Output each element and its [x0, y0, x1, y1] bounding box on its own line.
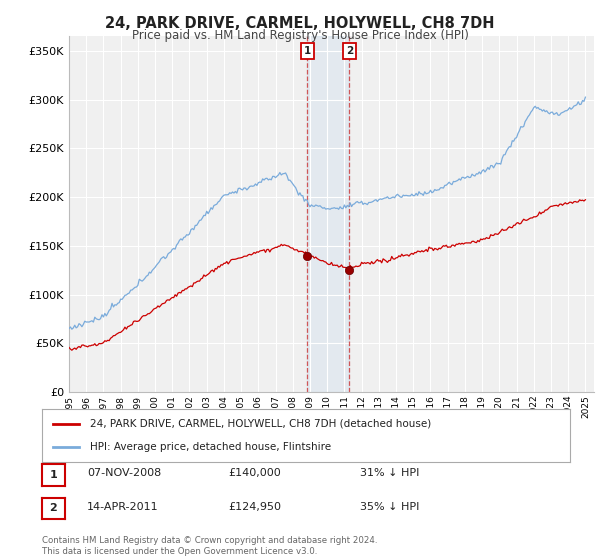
Text: 24, PARK DRIVE, CARMEL, HOLYWELL, CH8 7DH: 24, PARK DRIVE, CARMEL, HOLYWELL, CH8 7D…: [105, 16, 495, 31]
Bar: [307, 36, 349, 392]
Text: 31% ↓ HPI: 31% ↓ HPI: [360, 468, 419, 478]
Text: 35% ↓ HPI: 35% ↓ HPI: [360, 502, 419, 512]
Text: 2: 2: [50, 503, 57, 514]
Text: 2: 2: [346, 46, 353, 56]
Text: 24, PARK DRIVE, CARMEL, HOLYWELL, CH8 7DH (detached house): 24, PARK DRIVE, CARMEL, HOLYWELL, CH8 7D…: [89, 419, 431, 429]
Text: 14-APR-2011: 14-APR-2011: [87, 502, 158, 512]
Text: £140,000: £140,000: [228, 468, 281, 478]
Text: Price paid vs. HM Land Registry's House Price Index (HPI): Price paid vs. HM Land Registry's House …: [131, 29, 469, 42]
Text: HPI: Average price, detached house, Flintshire: HPI: Average price, detached house, Flin…: [89, 442, 331, 452]
Text: 1: 1: [50, 470, 57, 480]
Text: £124,950: £124,950: [228, 502, 281, 512]
Text: 1: 1: [304, 46, 311, 56]
Text: 07-NOV-2008: 07-NOV-2008: [87, 468, 161, 478]
Text: Contains HM Land Registry data © Crown copyright and database right 2024.
This d: Contains HM Land Registry data © Crown c…: [42, 536, 377, 556]
